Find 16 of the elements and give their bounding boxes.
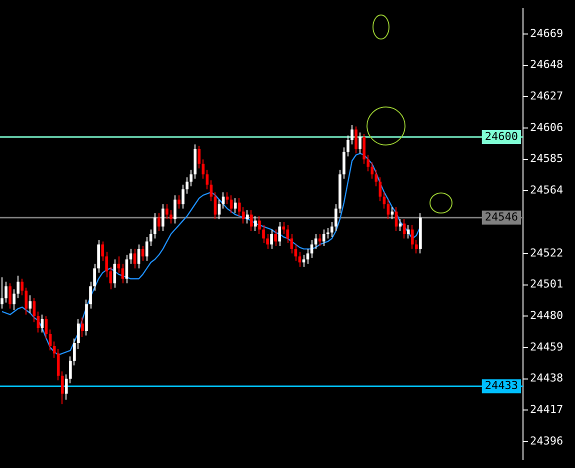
y-tick-label: 24396 (530, 434, 564, 448)
ref-line-label: 24433 (484, 379, 518, 392)
y-tick-label: 24501 (530, 278, 564, 291)
y-tick-label: 24627 (530, 90, 564, 103)
y-tick-label: 24648 (530, 58, 564, 72)
y-tick-label: 24606 (530, 120, 564, 134)
y-tick-label: 24438 (530, 372, 564, 385)
y-tick-label: 24522 (530, 246, 564, 260)
y-tick-label: 24669 (530, 26, 564, 40)
y-tick-label: 24480 (530, 308, 564, 322)
y-tick-label: 24585 (530, 152, 564, 166)
y-tick-label: 24417 (530, 403, 564, 416)
y-tick-label: 24459 (530, 340, 564, 354)
y-tick-label: 24564 (530, 184, 564, 197)
ref-line-label: 24600 (484, 130, 518, 143)
ref-line-label: 24546 (484, 210, 518, 224)
